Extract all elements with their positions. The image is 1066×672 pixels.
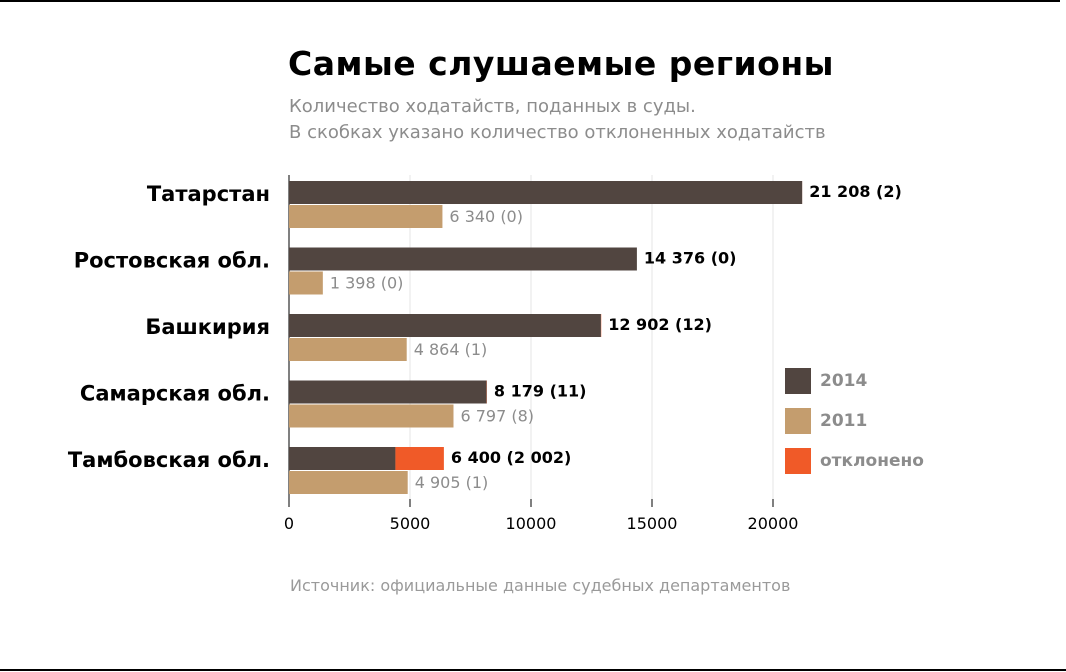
legend-swatch-2011 — [785, 408, 811, 434]
bar-2011 — [289, 404, 454, 428]
source-note: Источник: официальные данные судебных де… — [290, 576, 791, 595]
data-label-2014: 14 376 (0) — [644, 249, 737, 268]
bar-2014 — [289, 380, 487, 404]
x-tick-label: 15000 — [627, 514, 678, 533]
legend-swatch-rejected — [785, 448, 811, 474]
x-tick-label: 20000 — [748, 514, 799, 533]
data-label-2011: 6 340 (0) — [449, 207, 523, 226]
data-label-2011: 6 797 (8) — [460, 407, 534, 426]
legend-swatch-2014 — [785, 368, 811, 394]
chart-subtitle-line-1: Количество ходатайств, поданных в суды. — [289, 96, 696, 117]
legend-label-rejected: отклонено — [820, 451, 924, 471]
data-label-2014: 8 179 (11) — [494, 382, 587, 401]
category-label: Татарстан — [147, 182, 270, 206]
category-label: Башкирия — [145, 315, 270, 339]
bar-2014 — [289, 247, 637, 271]
bar-2011 — [289, 471, 408, 494]
category-label: Самарская обл. — [80, 382, 270, 406]
data-label-2011: 4 864 (1) — [414, 340, 488, 359]
data-label-2014: 21 208 (2) — [809, 182, 902, 201]
bar-2014 — [289, 447, 396, 470]
top-rule — [0, 0, 1060, 2]
legend-label-2011: 2011 — [820, 411, 868, 431]
bar-2011 — [289, 338, 407, 361]
bar-2014-rejected — [395, 447, 444, 470]
bottom-rule — [0, 669, 1066, 671]
x-tick-label: 10000 — [506, 514, 557, 533]
bar-2011 — [289, 205, 443, 228]
chart-subtitle-line-2: В скобках указано количество отклоненных… — [289, 122, 826, 143]
category-label: Ростовская обл. — [74, 249, 270, 273]
legend-label-2014: 2014 — [820, 371, 868, 391]
x-tick-label: 5000 — [390, 514, 431, 533]
bar-2014 — [289, 314, 601, 337]
chart-title: Самые слушаемые регионы — [288, 44, 834, 83]
bar-2014 — [289, 181, 803, 204]
data-label-2011: 4 905 (1) — [415, 473, 489, 492]
data-label-2011: 1 398 (0) — [330, 274, 404, 293]
data-label-2014: 6 400 (2 002) — [451, 448, 571, 467]
data-label-2014: 12 902 (12) — [608, 315, 712, 334]
x-tick-label: 0 — [284, 514, 294, 533]
bar-2011 — [289, 271, 323, 295]
category-label: Тамбовская обл. — [68, 448, 270, 472]
